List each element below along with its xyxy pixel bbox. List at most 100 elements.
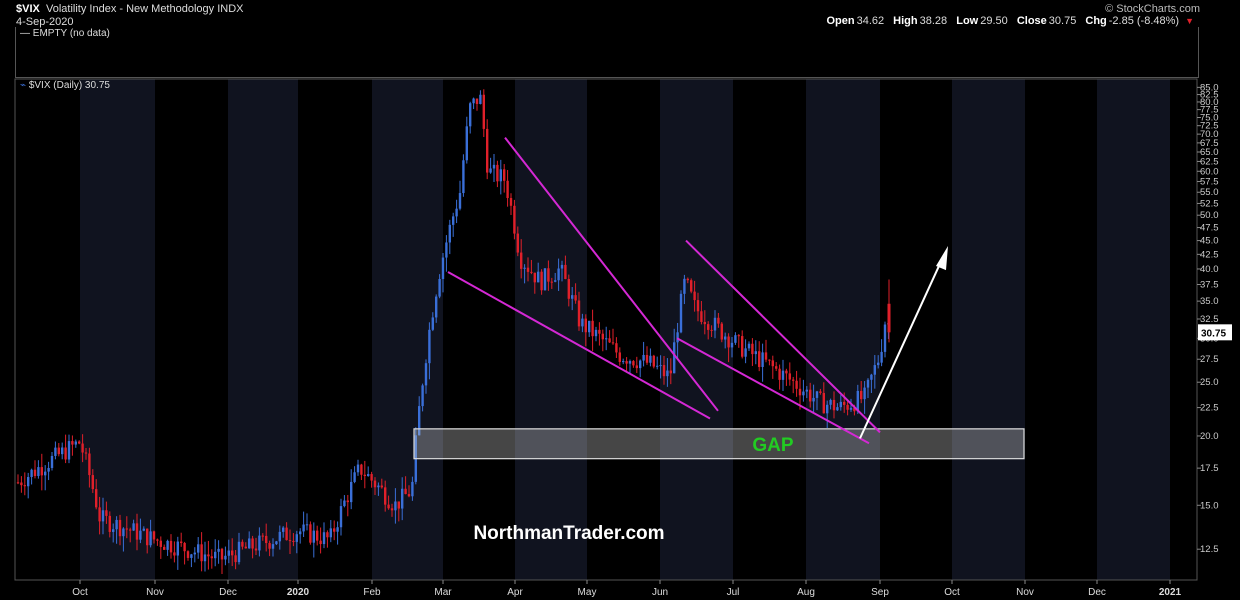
candle [220,548,224,560]
candle [339,506,343,528]
arrow-head-icon [936,246,948,271]
candle [261,535,264,537]
candle [812,397,815,402]
candle [877,362,880,366]
candle [16,482,20,484]
candle [370,474,373,481]
candle [567,279,570,299]
candle [71,441,74,445]
candle [642,354,645,361]
high-value: 38.28 [919,15,948,27]
candle [547,268,550,282]
candle [190,554,193,558]
x-tick-label: Jun [652,587,668,598]
candle [615,343,618,353]
candle [652,355,655,367]
chg-label: Chg [1085,15,1107,27]
candle [169,540,173,553]
close-label: Close [1016,15,1047,27]
candle [373,480,377,488]
candle [557,268,560,281]
y-tick-label: 47.5 [1200,223,1219,234]
candle [618,352,621,362]
candle [67,441,71,460]
candle [64,447,67,460]
candle [176,541,179,556]
candle [166,540,169,550]
candle [292,540,295,542]
candle [662,365,666,377]
candle [554,280,557,282]
candle [173,552,176,556]
candle [363,474,366,477]
candle [81,443,84,453]
candle [509,198,513,206]
candle [730,342,734,348]
candle [469,103,472,127]
candle [751,343,754,355]
candle [649,355,652,363]
candle [486,128,489,173]
candle [254,548,258,551]
y-tick-label: 50.0 [1200,210,1219,221]
candle [329,528,332,538]
candle [44,471,47,476]
candle [669,370,672,374]
candle [125,528,128,530]
y-tick-label: 65.0 [1200,147,1219,158]
candle [761,352,764,367]
candle [152,531,156,540]
candle [268,543,271,549]
candle [611,342,615,344]
upper-panel-legend: — EMPTY (no data) [20,28,110,39]
candle [210,556,213,559]
candle [40,467,43,476]
wedge2-upper-trendline [685,239,881,434]
y-tick-label: 70.0 [1200,129,1219,140]
candle [758,351,761,367]
candle [411,481,414,497]
candle [295,534,298,542]
candle [302,524,305,532]
candle [115,519,118,530]
y-tick-label: 25.0 [1200,377,1219,388]
chart-header: $VIX Volatility Index - New Methodology … [0,0,1240,30]
brand-label: © StockCharts.com [1105,3,1200,15]
candle [248,538,251,549]
x-tick-label: Oct [944,587,960,598]
candle [234,555,237,563]
open-label: Open [826,15,855,27]
candle [472,98,475,104]
candle [741,336,744,357]
y-tick-label: 72.5 [1200,121,1219,132]
candle [418,406,421,436]
last-candle [887,303,891,333]
candle [747,343,751,349]
high-label: High [893,15,918,27]
last-price-tag-label: 30.75 [1201,328,1226,339]
candle [139,530,142,540]
candle [394,501,397,511]
y-tick-label: 75.0 [1200,113,1219,124]
candle [285,527,288,541]
candle [319,540,322,545]
y-tick-label: 45.0 [1200,236,1219,247]
candle [74,441,77,445]
y-tick-label: 35.0 [1200,296,1219,307]
month-band [952,79,1025,580]
candle [401,488,404,509]
wedge1-upper-trendline [504,136,719,412]
y-tick-label: 37.5 [1200,280,1219,291]
candle [836,407,839,411]
candle [333,528,336,532]
candle [856,390,859,412]
candle [809,389,812,402]
candle [720,323,723,340]
candle [309,524,312,543]
candle [543,268,547,291]
candle [271,544,275,549]
candle [217,548,220,552]
candle [496,164,499,182]
y-tick-label: 40.0 [1200,264,1219,275]
candle [108,515,111,532]
